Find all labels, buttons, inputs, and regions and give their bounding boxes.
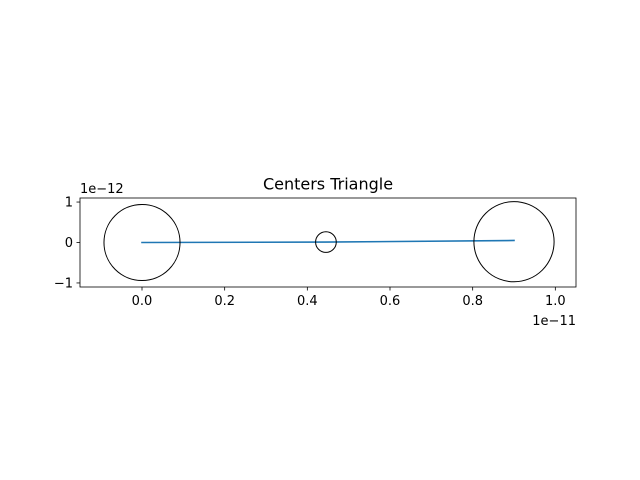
y-axis-offset-text: 1e−12 [80, 182, 124, 197]
center-circle-2 [473, 201, 555, 283]
x-tick-label: 0.2 [214, 294, 235, 309]
y-tick-label: 1 [65, 196, 73, 211]
series-line-0 [141, 239, 515, 244]
plot-area [103, 201, 555, 283]
x-axis-offset-text: 1e−11 [532, 314, 576, 329]
y-axis: 1 0 −1 [54, 196, 80, 291]
x-tick-label: 0.8 [462, 294, 483, 309]
y-tick-label: 0 [65, 236, 73, 251]
x-tick-label: 0.0 [132, 294, 153, 309]
center-circle-0 [103, 203, 181, 282]
y-tick-label: −1 [54, 276, 73, 291]
chart-title: Centers Triangle [263, 175, 393, 194]
center-circle-1 [315, 231, 337, 253]
x-tick-label: 0.4 [297, 294, 318, 309]
x-axis: 0.0 0.2 0.4 0.6 0.8 1.0 [132, 287, 566, 309]
x-tick-label: 1.0 [545, 294, 566, 309]
x-tick-label: 0.6 [380, 294, 401, 309]
